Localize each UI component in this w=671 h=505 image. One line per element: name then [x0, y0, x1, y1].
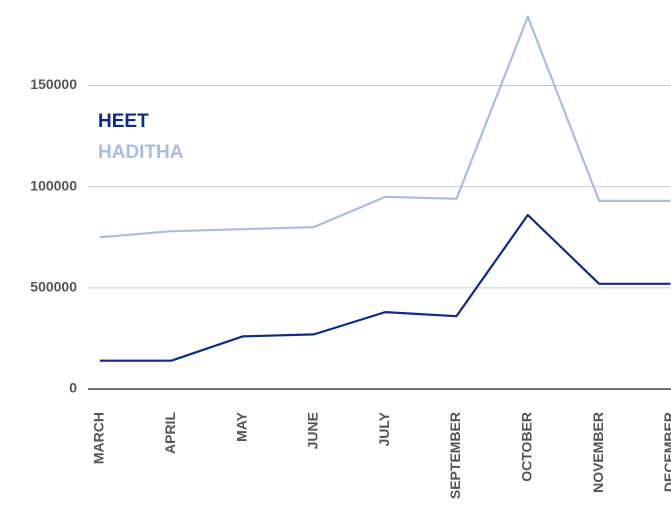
- line-series: [100, 213, 671, 362]
- legend-label: HADITHA: [98, 142, 184, 163]
- x-tick-label: MARCH: [91, 412, 107, 464]
- line-series: [99, 15, 671, 239]
- x-tick-label: MAY: [233, 411, 249, 441]
- legend-label: HEET: [98, 111, 149, 132]
- y-tick-label: 100000: [30, 177, 77, 193]
- x-tick-label: APRIL: [162, 412, 178, 454]
- x-tick-label: JULY: [376, 411, 392, 446]
- x-tick-label: JUNE: [305, 412, 321, 449]
- y-tick-label: 500000: [30, 279, 77, 295]
- x-tick-label: NOVEMBER: [590, 412, 606, 493]
- y-tick-label: 150000: [30, 76, 77, 92]
- y-tick-label: 0: [69, 380, 77, 396]
- x-tick-label: SEPTEMBER: [447, 412, 463, 499]
- x-tick-label: DECEMBER: [661, 412, 671, 492]
- x-tick-label: OCTOBER: [519, 412, 535, 482]
